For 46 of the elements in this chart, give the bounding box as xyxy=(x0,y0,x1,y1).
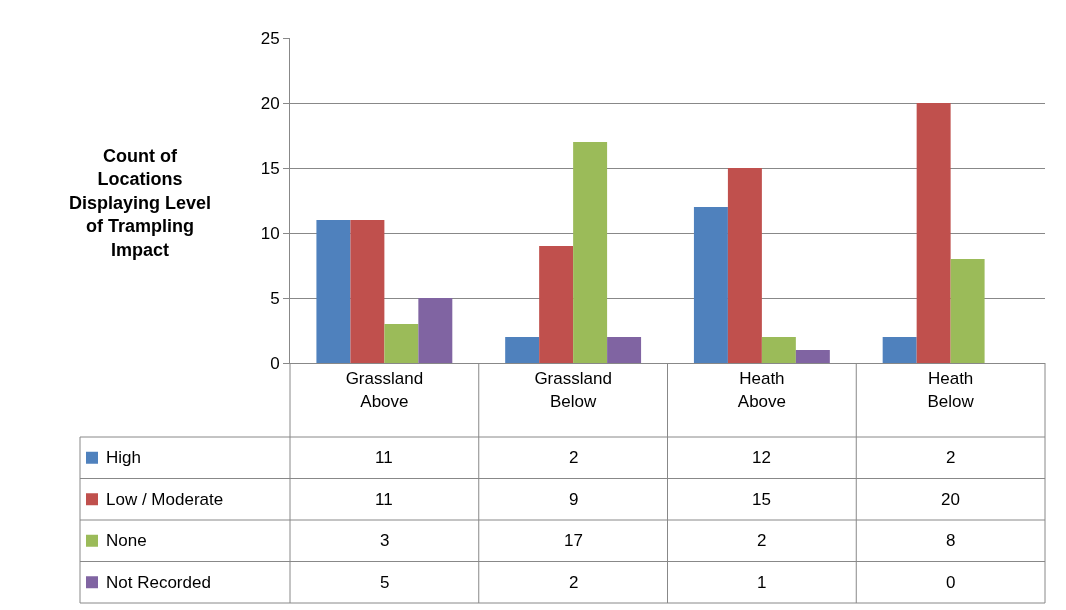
y-tick-label: 0 xyxy=(270,353,280,373)
legend-label: Low / Moderate xyxy=(106,490,224,509)
bar xyxy=(727,168,762,363)
legend-label: Not Recorded xyxy=(106,573,211,592)
data-label: 15 xyxy=(752,490,771,509)
y-axis-title: Count of Locations Displaying Level of Trampling Impact xyxy=(69,146,212,260)
data-label: 2 xyxy=(569,573,579,592)
data-label: 20 xyxy=(941,490,960,509)
x-tick-label: Grassland Below xyxy=(534,369,612,411)
bar xyxy=(607,337,642,363)
data-label: 11 xyxy=(375,490,393,509)
bar xyxy=(539,246,574,363)
data-label: 2 xyxy=(946,448,956,467)
bar xyxy=(950,259,985,363)
bar xyxy=(795,350,830,363)
data-label: 0 xyxy=(946,573,956,592)
y-tick-label: 5 xyxy=(270,288,280,308)
data-label: 11 xyxy=(375,448,393,467)
bar xyxy=(916,103,951,363)
y-tick-label: 25 xyxy=(260,28,280,48)
y-tick-label: 15 xyxy=(260,158,280,178)
data-label: 1 xyxy=(757,573,767,592)
x-tick-label: Grassland Above xyxy=(345,369,424,411)
data-label: 2 xyxy=(569,448,579,467)
data-label: 17 xyxy=(564,531,583,550)
data-label: 3 xyxy=(380,531,390,550)
bar xyxy=(882,337,917,363)
y-tick-label: 10 xyxy=(260,223,280,243)
bar xyxy=(350,220,385,363)
data-label: 5 xyxy=(380,573,390,592)
data-label: 12 xyxy=(752,448,771,467)
bar xyxy=(316,220,351,363)
data-label: 9 xyxy=(569,490,579,509)
x-tick-label: Heath Above xyxy=(737,369,786,411)
bar xyxy=(384,324,419,363)
x-tick-label: Heath Below xyxy=(927,369,975,411)
bar xyxy=(693,207,728,363)
data-label: 2 xyxy=(757,531,767,550)
bar xyxy=(761,337,796,363)
data-label: 8 xyxy=(946,531,956,550)
bar xyxy=(505,337,540,363)
legend-label: None xyxy=(106,531,147,550)
bar xyxy=(573,142,608,363)
legend-label: High xyxy=(106,448,141,467)
y-tick-label: 20 xyxy=(260,93,280,113)
bar xyxy=(418,298,453,363)
